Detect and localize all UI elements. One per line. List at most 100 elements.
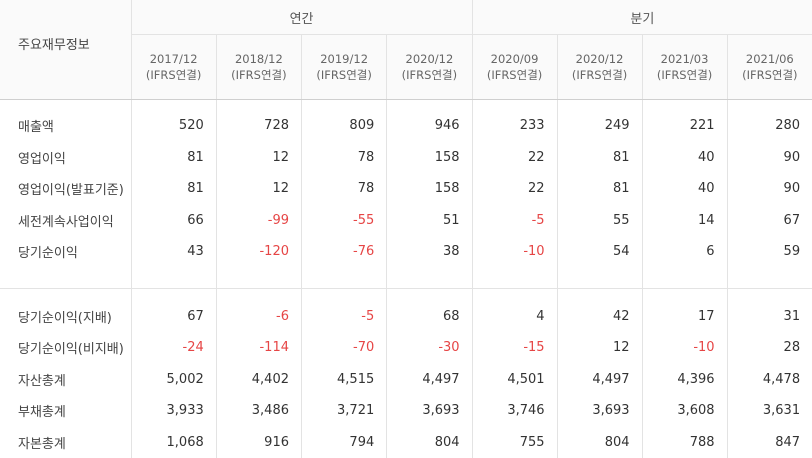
value-cell: 81 xyxy=(557,173,642,205)
value-cell: 4,497 xyxy=(557,364,642,396)
period-date: 2020/12 xyxy=(388,51,470,67)
value-cell: 43 xyxy=(131,236,216,268)
period-date: 2018/12 xyxy=(218,51,300,67)
row-label: 자산총계 xyxy=(0,364,131,396)
value-cell: 78 xyxy=(302,173,387,205)
spacer-cell xyxy=(216,100,301,111)
value-cell: 233 xyxy=(472,110,557,142)
value-cell: 67 xyxy=(727,205,812,237)
value-cell: 90 xyxy=(727,173,812,205)
row-label: 당기순이익(지배) xyxy=(0,301,131,333)
spacer-cell xyxy=(387,268,472,289)
period-date: 2017/12 xyxy=(133,51,215,67)
period-header: 2018/12(IFRS연결) xyxy=(216,35,301,100)
value-cell: 12 xyxy=(216,173,301,205)
value-cell: 3,933 xyxy=(131,395,216,427)
value-cell: -5 xyxy=(302,301,387,333)
value-cell: 804 xyxy=(557,427,642,458)
value-cell: 946 xyxy=(387,110,472,142)
spacer-cell xyxy=(0,100,131,111)
period-header: 2020/12(IFRS연결) xyxy=(557,35,642,100)
value-cell: 22 xyxy=(472,142,557,174)
header-group-row: 주요재무정보 연간 분기 xyxy=(0,0,812,35)
value-cell: 12 xyxy=(557,332,642,364)
value-cell: 809 xyxy=(302,110,387,142)
value-cell: 90 xyxy=(727,142,812,174)
value-cell: 4,515 xyxy=(302,364,387,396)
period-date: 2021/06 xyxy=(729,51,812,67)
value-cell: 3,693 xyxy=(387,395,472,427)
spacer-cell xyxy=(0,268,131,289)
value-cell: 3,721 xyxy=(302,395,387,427)
value-cell: 31 xyxy=(727,301,812,333)
value-cell: -70 xyxy=(302,332,387,364)
period-header: 2017/12(IFRS연결) xyxy=(131,35,216,100)
value-cell: 81 xyxy=(131,142,216,174)
spacer-cell xyxy=(131,288,216,301)
value-cell: -10 xyxy=(472,236,557,268)
value-cell: 4,478 xyxy=(727,364,812,396)
value-cell: 68 xyxy=(387,301,472,333)
value-cell: -24 xyxy=(131,332,216,364)
spacer-cell xyxy=(216,288,301,301)
value-cell: -6 xyxy=(216,301,301,333)
spacer-cell xyxy=(557,268,642,289)
value-cell: 40 xyxy=(642,173,727,205)
spacer-cell xyxy=(302,288,387,301)
period-header: 2021/03(IFRS연결) xyxy=(642,35,727,100)
value-cell: 81 xyxy=(131,173,216,205)
value-cell: 3,486 xyxy=(216,395,301,427)
period-basis: (IFRS연결) xyxy=(474,67,556,83)
value-cell: 59 xyxy=(727,236,812,268)
spacer-cell xyxy=(131,268,216,289)
value-cell: 4,497 xyxy=(387,364,472,396)
value-cell: -99 xyxy=(216,205,301,237)
value-cell: 520 xyxy=(131,110,216,142)
quarter-group-header: 분기 xyxy=(472,0,812,35)
value-cell: 5,002 xyxy=(131,364,216,396)
value-cell: 54 xyxy=(557,236,642,268)
value-cell: 280 xyxy=(727,110,812,142)
spacer-cell xyxy=(642,268,727,289)
row-label: 매출액 xyxy=(0,110,131,142)
value-cell: -120 xyxy=(216,236,301,268)
value-cell: 42 xyxy=(557,301,642,333)
period-basis: (IFRS연결) xyxy=(303,67,385,83)
value-cell: 249 xyxy=(557,110,642,142)
value-cell: -55 xyxy=(302,205,387,237)
spacer-cell xyxy=(642,288,727,301)
value-cell: 788 xyxy=(642,427,727,458)
value-cell: 3,746 xyxy=(472,395,557,427)
value-cell: 6 xyxy=(642,236,727,268)
value-cell: 794 xyxy=(302,427,387,458)
row-label: 자본총계 xyxy=(0,427,131,458)
spacer-cell xyxy=(727,268,812,289)
value-cell: 3,631 xyxy=(727,395,812,427)
period-basis: (IFRS연결) xyxy=(218,67,300,83)
value-cell: 22 xyxy=(472,173,557,205)
spacer-cell xyxy=(387,100,472,111)
spacer-cell xyxy=(557,100,642,111)
spacer-cell xyxy=(302,268,387,289)
spacer-cell xyxy=(727,288,812,301)
value-cell: 804 xyxy=(387,427,472,458)
label-column-header: 주요재무정보 xyxy=(0,0,131,100)
period-header: 2021/06(IFRS연결) xyxy=(727,35,812,100)
spacer-cell xyxy=(302,100,387,111)
value-cell: 4,402 xyxy=(216,364,301,396)
value-cell: 28 xyxy=(727,332,812,364)
value-cell: 221 xyxy=(642,110,727,142)
period-basis: (IFRS연결) xyxy=(644,67,726,83)
value-cell: 728 xyxy=(216,110,301,142)
value-cell: 755 xyxy=(472,427,557,458)
